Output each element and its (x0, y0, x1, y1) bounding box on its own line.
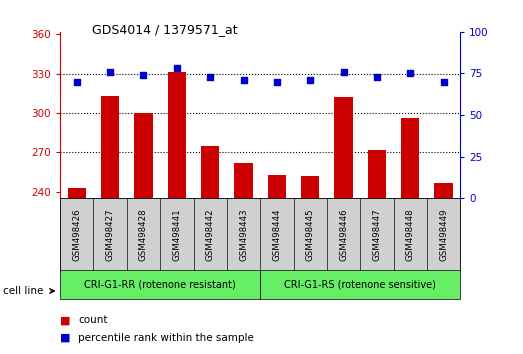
Bar (234, 163, 253, 198)
Point (240, 77, 248, 83)
Point (73, 79, 81, 85)
Text: cell line: cell line (3, 286, 43, 296)
Point (339, 69, 348, 75)
Bar (327, 198, 360, 271)
Bar (401, 118, 419, 198)
Bar (360, 198, 393, 271)
Text: GSM498442: GSM498442 (206, 208, 214, 261)
Text: GSM498426: GSM498426 (72, 208, 81, 261)
Text: CRI-G1-RR (rotenone resistant): CRI-G1-RR (rotenone resistant) (84, 280, 236, 290)
Bar (101, 96, 119, 198)
Bar (427, 198, 460, 271)
Point (406, 71, 414, 76)
Text: GSM498427: GSM498427 (106, 208, 115, 261)
Bar (194, 198, 227, 271)
Bar (60, 270, 260, 299)
Text: GSM498446: GSM498446 (339, 208, 348, 261)
Text: CRI-G1-RS (rotenone sensitive): CRI-G1-RS (rotenone sensitive) (285, 280, 436, 290)
Text: count: count (78, 315, 108, 325)
Point (373, 74, 381, 80)
Bar (293, 198, 327, 271)
Bar (227, 198, 260, 271)
Point (272, 79, 281, 85)
Text: GSM498447: GSM498447 (372, 208, 381, 261)
Bar (260, 198, 293, 271)
Bar (368, 150, 386, 198)
Bar (334, 97, 353, 198)
Point (139, 72, 147, 78)
Text: GSM498428: GSM498428 (139, 208, 148, 261)
Bar (168, 73, 186, 198)
Text: GSM498445: GSM498445 (306, 208, 315, 261)
Bar (94, 198, 127, 271)
Bar (134, 113, 153, 198)
Text: GSM498444: GSM498444 (272, 208, 281, 261)
Text: GSM498441: GSM498441 (173, 208, 181, 261)
Text: ■: ■ (60, 315, 71, 325)
Bar (435, 183, 453, 198)
Bar (60, 198, 94, 271)
Text: GSM498448: GSM498448 (406, 208, 415, 261)
Text: GSM498449: GSM498449 (439, 208, 448, 261)
Text: GDS4014 / 1379571_at: GDS4014 / 1379571_at (92, 23, 238, 36)
Point (173, 65, 181, 71)
Point (306, 77, 314, 83)
Bar (201, 146, 219, 198)
Bar (260, 270, 460, 299)
Text: ■: ■ (60, 333, 71, 343)
Bar (160, 198, 194, 271)
Bar (67, 188, 86, 198)
Bar (127, 198, 160, 271)
Point (206, 74, 214, 80)
Text: percentile rank within the sample: percentile rank within the sample (78, 333, 254, 343)
Point (439, 79, 448, 85)
Text: GSM498443: GSM498443 (239, 208, 248, 261)
Point (106, 69, 115, 75)
Bar (268, 175, 286, 198)
Bar (301, 176, 320, 198)
Bar (394, 198, 427, 271)
